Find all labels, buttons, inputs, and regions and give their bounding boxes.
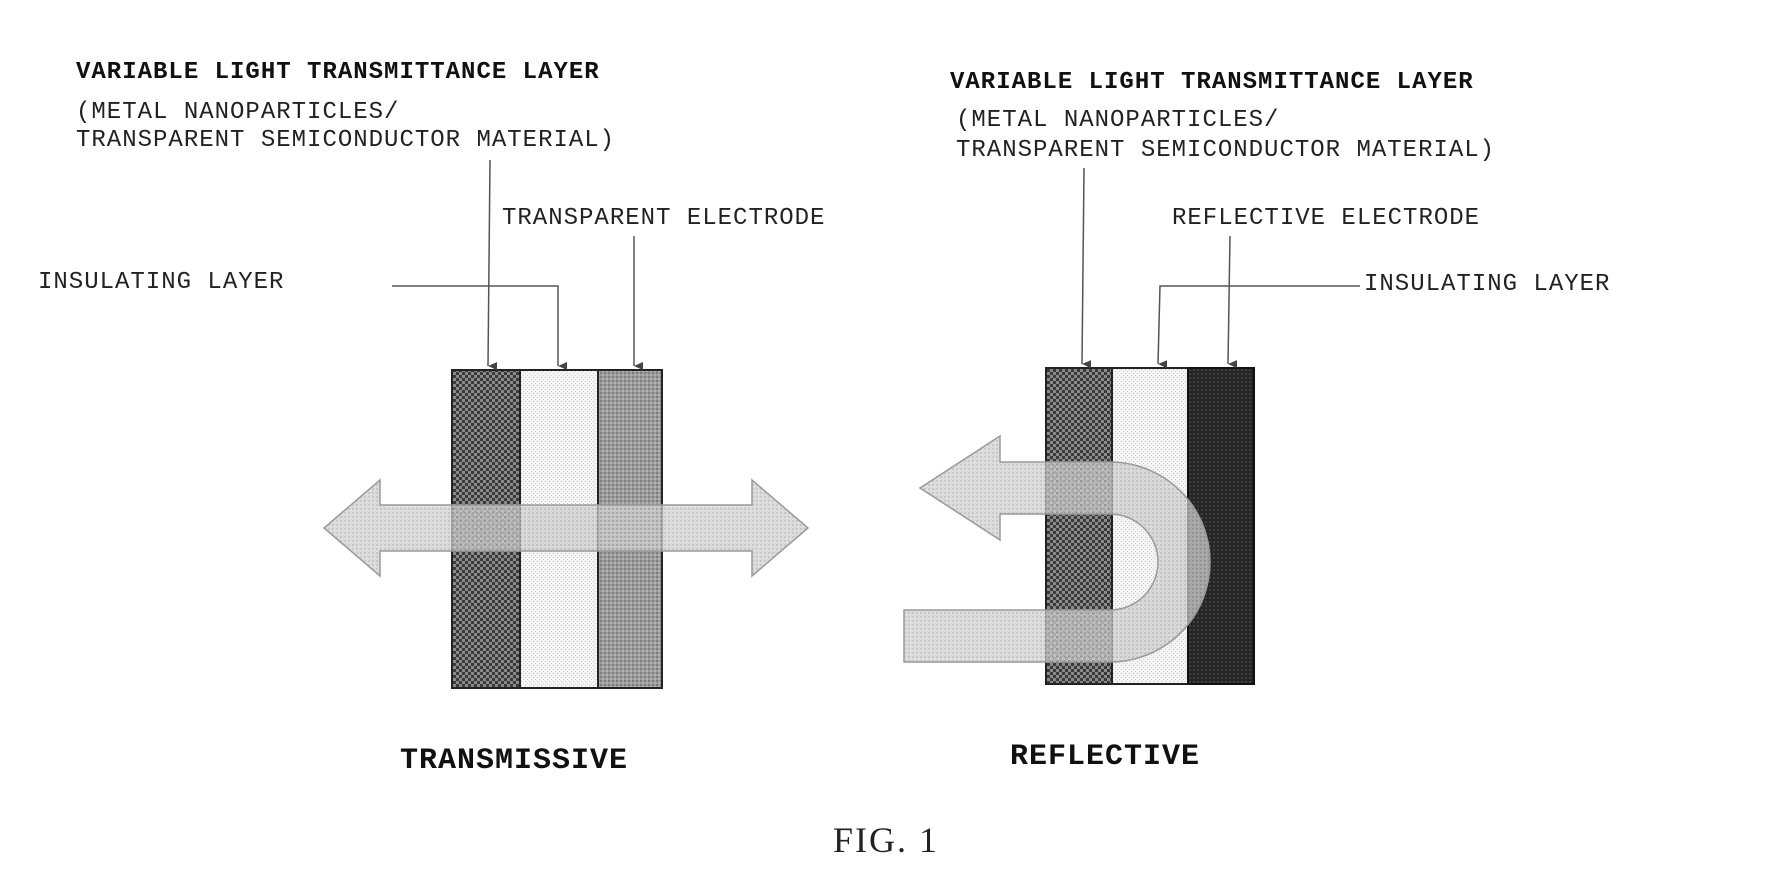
transmissive-subtitle-line1: (METAL NANOPARTICLES/ (76, 99, 399, 126)
reflective-variable-leader (1082, 168, 1084, 364)
reflective-caption: REFLECTIVE (1010, 740, 1200, 774)
reflective-insulating-label: INSULATING LAYER (1364, 271, 1610, 298)
reflective-electrode-leader (1228, 236, 1230, 364)
reflective-electrode-label: REFLECTIVE ELECTRODE (1172, 205, 1480, 232)
transmissive-insulating-leader (392, 286, 558, 366)
transmissive-diagram: VARIABLE LIGHT TRANSMITTANCE LAYER (META… (38, 59, 825, 778)
transmissive-variable-leader (488, 160, 490, 366)
reflective-subtitle-line1: (METAL NANOPARTICLES/ (956, 107, 1279, 134)
reflective-subtitle-line2: TRANSPARENT SEMICONDUCTOR MATERIAL) (956, 137, 1495, 164)
transmissive-electrode-label: TRANSPARENT ELECTRODE (502, 205, 825, 232)
transmissive-subtitle-line2: TRANSPARENT SEMICONDUCTOR MATERIAL) (76, 127, 615, 154)
figure-label: FIG. 1 (833, 820, 939, 860)
transmissive-insulating-label: INSULATING LAYER (38, 269, 284, 296)
transmissive-title: VARIABLE LIGHT TRANSMITTANCE LAYER (76, 59, 600, 86)
reflective-insulating-leader (1158, 286, 1360, 364)
reflective-title: VARIABLE LIGHT TRANSMITTANCE LAYER (950, 69, 1474, 96)
transmissive-caption: TRANSMISSIVE (400, 744, 628, 778)
reflective-diagram: VARIABLE LIGHT TRANSMITTANCE LAYER (META… (904, 69, 1610, 774)
